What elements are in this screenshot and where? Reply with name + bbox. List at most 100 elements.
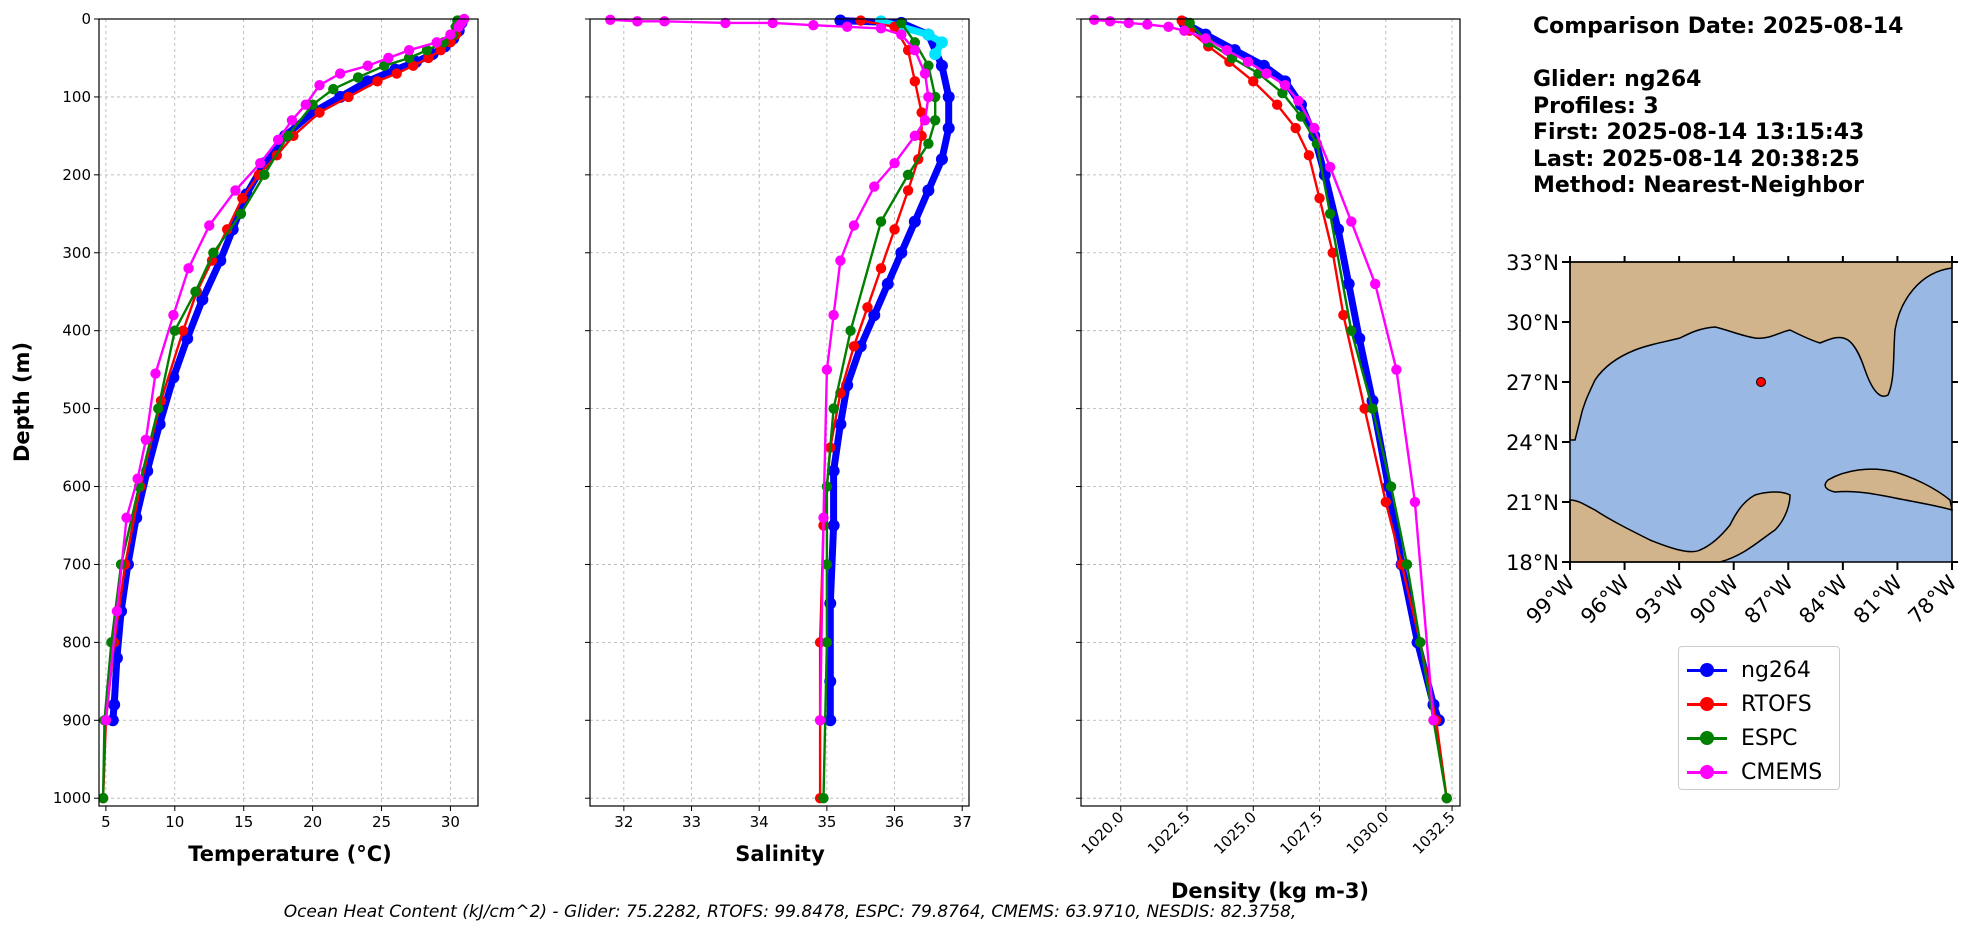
x-tick-label: 25 <box>372 813 391 831</box>
salinity-axis-label: Salinity <box>735 842 825 866</box>
data-point-CMEMS <box>767 17 778 29</box>
data-point-ESPC <box>1367 403 1378 414</box>
data-point-CMEMS <box>1104 16 1116 27</box>
data-point-CMEMS <box>204 220 215 231</box>
map-frame <box>1569 261 1953 563</box>
data-point-CMEMS <box>314 80 325 91</box>
map-land-north <box>1569 261 1953 441</box>
data-point-CMEMS <box>286 115 298 126</box>
legend-item-espc: ESPC <box>1687 721 1831 755</box>
map-lon-label: 90°W <box>1685 570 1743 628</box>
data-point-ng264 <box>824 714 837 727</box>
x-tick-label: 10 <box>165 813 184 831</box>
data-point-ESPC <box>896 17 907 29</box>
data-point-ESPC <box>909 37 921 48</box>
data-point-RTOFS <box>343 91 354 103</box>
map-lat-label: 33°N <box>1506 251 1559 275</box>
data-point-CMEMS <box>835 255 846 266</box>
data-point-ng264 <box>908 215 921 228</box>
data-point-CMEMS <box>230 185 241 196</box>
x-tick-label: 1027.5 <box>1277 808 1327 858</box>
map-lon-label: 99°W <box>1522 570 1580 628</box>
map-lon-label: 87°W <box>1740 570 1798 628</box>
data-point-ESPC <box>259 169 270 181</box>
series-group <box>605 14 955 804</box>
data-point-ESPC <box>421 44 433 56</box>
data-point-CMEMS <box>362 60 373 71</box>
data-point-ESPC <box>403 52 415 64</box>
y-tick-label: 700 <box>62 555 91 573</box>
legend-item-ng264: ng264 <box>1687 653 1831 687</box>
data-point-ng264 <box>834 418 847 431</box>
data-point-CMEMS <box>909 130 921 142</box>
data-point-ng264_alt <box>929 48 942 61</box>
x-tick-label: 33 <box>682 813 701 831</box>
y-tick-label: 800 <box>62 633 91 651</box>
location-map: 99°W96°W93°W90°W87°W84°W81°W78°W 33°N 30°N… <box>1506 251 1962 629</box>
data-point-RTOFS <box>909 76 921 87</box>
glider-location-marker <box>1756 377 1766 387</box>
data-point-ng264 <box>935 59 948 72</box>
legend-swatch <box>1687 660 1727 680</box>
data-point-RTOFS <box>1303 150 1315 161</box>
data-point-ng264 <box>214 254 227 267</box>
axes-frame <box>98 18 479 807</box>
map-lat-label: 24°N <box>1506 431 1559 455</box>
y-axis-label: Depth (m) <box>10 342 34 462</box>
series-line-CMEMS <box>1093 18 1435 722</box>
data-point-CMEMS <box>1409 496 1421 508</box>
data-point-CMEMS <box>1242 56 1254 68</box>
y-tick-label: 1000 <box>53 789 91 807</box>
data-point-CMEMS <box>909 44 921 56</box>
data-point-ESPC <box>821 559 833 570</box>
data-point-ESPC <box>379 60 390 71</box>
data-point-CMEMS <box>1179 25 1190 36</box>
data-point-CMEMS <box>1391 364 1402 375</box>
y-tick-label: 600 <box>62 478 91 496</box>
data-point-ESPC <box>282 130 294 142</box>
data-point-RTOFS <box>1290 122 1301 134</box>
x-tick-label: 30 <box>441 813 460 831</box>
map-lat-label: 30°N <box>1506 311 1559 335</box>
data-point-RTOFS <box>1248 76 1259 87</box>
data-point-ng264 <box>1332 223 1345 236</box>
data-point-CMEMS <box>1221 44 1232 56</box>
data-point-CMEMS <box>919 115 931 126</box>
map-lon-label: 96°W <box>1576 570 1634 628</box>
data-point-CMEMS <box>1261 68 1272 79</box>
data-point-ng264 <box>1342 277 1355 290</box>
data-point-ESPC <box>875 216 887 227</box>
data-point-CMEMS <box>1293 95 1304 107</box>
data-point-ng264 <box>895 246 908 259</box>
x-tick-label: 32 <box>614 813 633 831</box>
data-point-CMEMS <box>121 512 132 523</box>
y-tick-label: 0 <box>81 10 91 28</box>
data-point-CMEMS <box>1346 216 1357 227</box>
data-point-ESPC <box>923 138 934 149</box>
data-point-ng264 <box>196 293 209 306</box>
data-point-CMEMS <box>272 134 284 145</box>
y-tick-label: 300 <box>62 244 91 262</box>
data-point-RTOFS <box>889 224 900 235</box>
data-point-ng264 <box>881 277 894 290</box>
data-point-CMEMS <box>841 21 853 32</box>
data-point-CMEMS <box>808 20 819 31</box>
series-line-CMEMS <box>104 17 466 722</box>
y-tick-label: 100 <box>62 88 91 106</box>
map-lon-label: 84°W <box>1794 570 1852 628</box>
data-point-CMEMS <box>821 364 833 375</box>
data-point-CMEMS <box>1200 33 1211 44</box>
data-point-ESPC <box>169 325 180 336</box>
data-point-ESPC <box>818 793 829 804</box>
profile-count: Profiles: 3 <box>1533 93 1659 119</box>
data-point-CMEMS <box>814 715 826 726</box>
data-point-ESPC <box>828 403 839 414</box>
temperature-axis-label: Temperature (°C) <box>188 842 391 866</box>
data-point-RTOFS <box>314 107 325 118</box>
data-point-RTOFS <box>177 325 189 336</box>
data-point-CMEMS <box>818 512 829 523</box>
x-tick-label: 1032.5 <box>1409 808 1459 858</box>
legend-swatch <box>1687 728 1727 748</box>
data-point-RTOFS <box>1380 496 1391 508</box>
